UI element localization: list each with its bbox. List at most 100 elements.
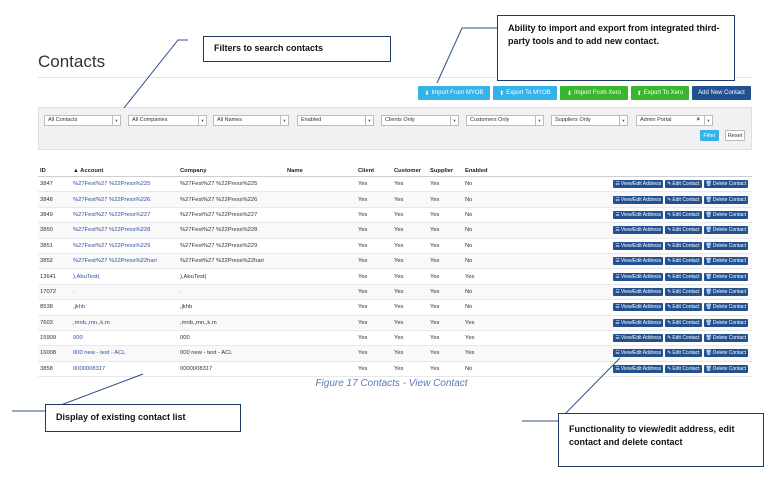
cell-account-link[interactable]: .	[71, 284, 178, 301]
cell-account-link[interactable]: %27Fest%27 %22Press%226	[71, 191, 178, 208]
table-row: 17072.. Yes Yes Yes No ☰ View/Edit Address ✎ Edi…	[38, 284, 752, 301]
cell-name	[285, 268, 356, 285]
delete-contact-button[interactable]: 🗑 Delete Contact	[703, 334, 748, 343]
edit-contact-button[interactable]: ✎ Edit Contact	[665, 334, 702, 343]
edit-contact-button[interactable]: ✎ Edit Contact	[665, 180, 702, 189]
clear-icon[interactable]: ×	[696, 117, 700, 123]
export-myob-button[interactable]: ⬆ Export To MYOB	[493, 86, 557, 100]
cell-name	[285, 238, 356, 254]
view-edit-address-button[interactable]: ☰ View/Edit Address	[613, 364, 664, 373]
cell-client: Yes	[356, 345, 392, 362]
delete-contact-button[interactable]: 🗑 Delete Contact	[703, 226, 748, 235]
table-row: 3847 %27Fest%27 %22Press%225 %27Fest%27 %2…	[38, 176, 752, 193]
cell-account-link[interactable]: %27Fest%27 %22Press%22hari	[71, 253, 178, 270]
view-edit-address-button[interactable]: ☰ View/Edit Address	[613, 287, 664, 296]
import-xero-button[interactable]: ⬇ Import From Xero	[560, 86, 628, 100]
view-edit-address-button[interactable]: ☰ View/Edit Address	[613, 195, 664, 204]
cell-enabled: Yes	[463, 315, 501, 331]
export-xero-button[interactable]: ⬆ Export To Xero	[631, 86, 689, 100]
view-edit-address-button[interactable]: ☰ View/Edit Address	[613, 241, 664, 250]
import-myob-button[interactable]: ⬇ Import From MYOB	[418, 86, 490, 100]
cell-account-link[interactable]: 0000008317	[71, 361, 178, 378]
table-row: 3848 %27Fest%27 %22Press%226 %27Fest%27 %2…	[38, 191, 752, 208]
cell-supplier: Yes	[428, 253, 463, 270]
cell-account-link[interactable]: ,jkhb	[71, 299, 178, 316]
cell-actions: ☰ View/Edit Address ✎ Edit Contact 🗑 Delete C…	[501, 176, 752, 193]
edit-contact-button[interactable]: ✎ Edit Contact	[665, 318, 702, 327]
cell-account-link[interactable]: ),AbuTest(	[71, 268, 178, 285]
clients-filter-select[interactable]: Clients Only ▼	[381, 115, 459, 126]
edit-contact-button[interactable]: ✎ Edit Contact	[665, 226, 702, 235]
column-header-name[interactable]: Name	[285, 165, 356, 177]
enabled-filter-select[interactable]: Enabled ▼	[297, 115, 374, 126]
view-edit-address-button[interactable]: ☰ View/Edit Address	[613, 210, 664, 219]
edit-contact-button[interactable]: ✎ Edit Contact	[665, 195, 702, 204]
edit-contact-button[interactable]: ✎ Edit Contact	[665, 287, 702, 296]
cell-account-link[interactable]: 000	[71, 330, 178, 347]
cell-account-link[interactable]: 000 new - test - ACL	[71, 345, 178, 362]
cell-customer: Yes	[392, 299, 428, 316]
cell-account-link[interactable]: %27Fest%27 %22Press%228	[71, 222, 178, 239]
cell-account-link[interactable]: ,mnb,,mn,,k.m	[71, 315, 178, 331]
companies-filter-select[interactable]: All Companies ▼	[128, 115, 207, 126]
cell-account-link[interactable]: %27Fest%27 %22Press%229	[71, 238, 178, 254]
delete-contact-button[interactable]: 🗑 Delete Contact	[703, 195, 748, 204]
delete-contact-button[interactable]: 🗑 Delete Contact	[703, 210, 748, 219]
cell-enabled: No	[463, 253, 501, 270]
cell-company: ,jkhb	[178, 299, 285, 316]
view-edit-address-button[interactable]: ☰ View/Edit Address	[613, 349, 664, 358]
cell-client: Yes	[356, 330, 392, 347]
delete-contact-button[interactable]: 🗑 Delete Contact	[703, 257, 748, 266]
view-edit-address-button[interactable]: ☰ View/Edit Address	[613, 257, 664, 266]
cell-name	[285, 253, 356, 270]
names-filter-select[interactable]: All Names ▼	[213, 115, 289, 126]
view-edit-address-button[interactable]: ☰ View/Edit Address	[613, 303, 664, 312]
view-edit-address-button[interactable]: ☰ View/Edit Address	[613, 226, 664, 235]
delete-contact-button[interactable]: 🗑 Delete Contact	[703, 241, 748, 250]
view-edit-address-button[interactable]: ☰ View/Edit Address	[613, 334, 664, 343]
cell-account-link[interactable]: %27Fest%27 %22Press%225	[71, 176, 178, 193]
column-header-account[interactable]: ▲ Account	[71, 165, 178, 177]
portal-filter-select[interactable]: Admin Portal × ▼	[636, 115, 713, 126]
column-header-customer[interactable]: Customer	[392, 165, 428, 177]
reset-button[interactable]: Reset	[725, 130, 745, 141]
delete-contact-button[interactable]: 🗑 Delete Contact	[703, 349, 748, 358]
edit-contact-button[interactable]: ✎ Edit Contact	[665, 210, 702, 219]
table-row: 16008 000 new - test - ACL 000 new - test …	[38, 345, 752, 362]
view-edit-address-button[interactable]: ☰ View/Edit Address	[613, 272, 664, 281]
delete-contact-button[interactable]: 🗑 Delete Contact	[703, 318, 748, 327]
delete-contact-button[interactable]: 🗑 Delete Contact	[703, 287, 748, 296]
edit-contact-button[interactable]: ✎ Edit Contact	[665, 364, 702, 373]
table-row: 13641),AbuTest(),AbuTest(Yes Yes Yes Yes ☰ Vi…	[38, 268, 752, 285]
import-export-callout: Ability to import and export from integr…	[497, 15, 735, 81]
filter-button[interactable]: Filter	[700, 130, 719, 141]
cell-id: 3852	[38, 253, 71, 270]
column-header-id[interactable]: ID	[38, 165, 71, 177]
customers-filter-select[interactable]: Customers Only ▼	[466, 115, 544, 126]
edit-contact-button[interactable]: ✎ Edit Contact	[665, 349, 702, 358]
delete-contact-button[interactable]: 🗑 Delete Contact	[703, 364, 748, 373]
delete-contact-button[interactable]: 🗑 Delete Contact	[703, 180, 748, 189]
edit-contact-button[interactable]: ✎ Edit Contact	[665, 257, 702, 266]
column-header-enabled[interactable]: Enabled	[463, 165, 501, 177]
view-edit-address-button[interactable]: ☰ View/Edit Address	[613, 318, 664, 327]
cell-client: Yes	[356, 191, 392, 208]
edit-contact-button[interactable]: ✎ Edit Contact	[665, 272, 702, 281]
edit-contact-button[interactable]: ✎ Edit Contact	[665, 241, 702, 250]
column-header-client[interactable]: Client	[356, 165, 392, 177]
filter-panel: All Contacts ▼ All Companies ▼ All Names ▼ …	[38, 107, 752, 150]
cell-customer: Yes	[392, 315, 428, 331]
contacts-filter-select[interactable]: All Contacts ▼	[44, 115, 121, 126]
delete-contact-button[interactable]: 🗑 Delete Contact	[703, 272, 748, 281]
cell-account-link[interactable]: %27Fest%27 %22Press%227	[71, 207, 178, 224]
suppliers-filter-select[interactable]: Suppliers Only ▼	[551, 115, 628, 126]
pencil-icon: ✎	[667, 227, 672, 234]
pencil-icon: ✎	[667, 273, 672, 280]
add-new-contact-button[interactable]: Add New Contact	[692, 86, 751, 100]
column-header-company[interactable]: Company	[178, 165, 285, 177]
cell-supplier: Yes	[428, 238, 463, 254]
edit-contact-button[interactable]: ✎ Edit Contact	[665, 303, 702, 312]
delete-contact-button[interactable]: 🗑 Delete Contact	[703, 303, 748, 312]
view-edit-address-button[interactable]: ☰ View/Edit Address	[613, 180, 664, 189]
column-header-supplier[interactable]: Supplier	[428, 165, 463, 177]
